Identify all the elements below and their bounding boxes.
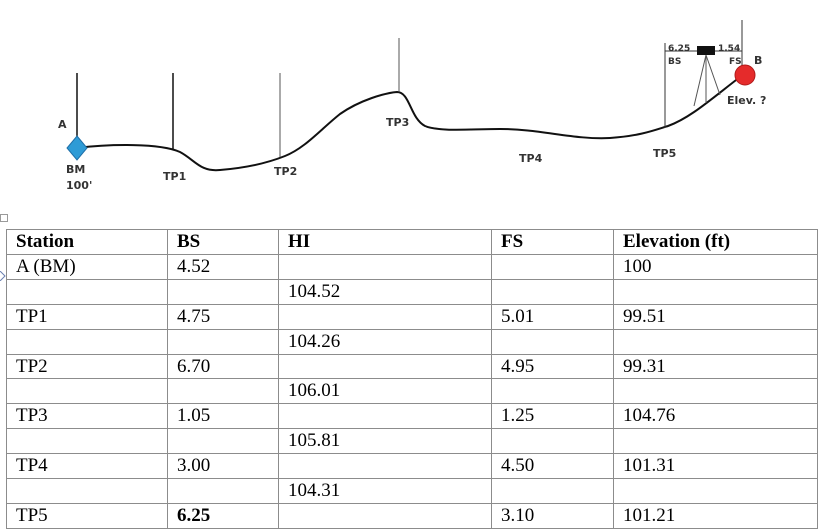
cell-bs	[167, 328, 279, 355]
cell-hi: 106.01	[278, 378, 492, 405]
label-tp5: TP5	[653, 147, 676, 160]
cell-station: TP5	[6, 502, 168, 529]
cell-bs	[167, 478, 279, 504]
tripod-leg-left	[693, 54, 707, 107]
cell-bs	[167, 378, 279, 405]
cell-station	[6, 328, 168, 355]
cell-hi	[278, 502, 492, 529]
cell-station: TP2	[6, 353, 168, 380]
cell-bs	[167, 278, 279, 305]
table-row: 104.31	[6, 478, 818, 504]
table-row: TP5 6.25 3.10 101.21	[6, 502, 818, 529]
cell-fs: 4.50	[491, 453, 614, 480]
leveling-notes-table: Station BS HI FS Elevation (ft) A (BM) 4.…	[6, 229, 818, 529]
cell-elevation: 99.31	[613, 353, 818, 380]
ground-profile-line	[76, 76, 741, 172]
header-bs: BS	[167, 229, 279, 255]
table-row: A (BM) 4.52 100	[6, 254, 818, 280]
label-fs-tag: FS	[729, 57, 742, 67]
table-row: TP1 4.75 5.01 99.51	[6, 303, 818, 330]
cell-fs	[491, 278, 614, 305]
cell-fs: 1.25	[491, 403, 614, 430]
row-insert-marker-icon[interactable]	[0, 271, 6, 281]
cell-fs: 3.10	[491, 502, 614, 529]
benchmark-marker-icon	[66, 135, 88, 161]
cell-elevation: 104.76	[613, 403, 818, 430]
table-row: 104.26	[6, 328, 818, 355]
cell-station: TP4	[6, 453, 168, 480]
cell-hi: 104.31	[278, 478, 492, 504]
cell-fs: 4.95	[491, 353, 614, 380]
cell-elevation: 101.31	[613, 453, 818, 480]
table-row: TP2 6.70 4.95 99.31	[6, 353, 818, 380]
cell-hi: 104.52	[278, 278, 492, 305]
cell-elevation	[613, 428, 818, 455]
cell-station: A (BM)	[6, 254, 168, 280]
header-fs: FS	[491, 229, 614, 255]
label-bs-reading: 6.25	[668, 44, 690, 54]
cell-station	[6, 378, 168, 405]
cell-fs	[491, 328, 614, 355]
cell-elevation	[613, 278, 818, 305]
cell-hi	[278, 453, 492, 480]
cell-bs	[167, 428, 279, 455]
cell-bs: 1.05	[167, 403, 279, 430]
label-tp1: TP1	[163, 170, 186, 183]
cell-bs: 6.70	[167, 353, 279, 380]
cell-elevation	[613, 478, 818, 504]
cell-fs	[491, 478, 614, 504]
cell-bs: 3.00	[167, 453, 279, 480]
table-header-row: Station BS HI FS Elevation (ft)	[6, 229, 818, 255]
cell-fs	[491, 428, 614, 455]
table-row: 106.01	[6, 378, 818, 405]
header-station: Station	[6, 229, 168, 255]
cell-station	[6, 428, 168, 455]
label-station-b: B	[754, 54, 762, 67]
cell-fs	[491, 254, 614, 280]
cell-station: TP3	[6, 403, 168, 430]
label-bm-elevation: 100'	[66, 179, 92, 192]
label-fs-reading: 1.54	[718, 44, 740, 54]
cell-hi	[278, 403, 492, 430]
table-row: TP4 3.00 4.50 101.31	[6, 453, 818, 480]
cell-bs: 6.25	[167, 502, 279, 529]
cell-fs: 5.01	[491, 303, 614, 330]
table-row: 104.52	[6, 278, 818, 305]
cell-elevation: 99.51	[613, 303, 818, 330]
label-station-a: A	[58, 118, 67, 131]
label-bm: BM	[66, 163, 85, 176]
cell-elevation: 100	[613, 254, 818, 280]
label-tp3: TP3	[386, 116, 409, 129]
cell-elevation	[613, 328, 818, 355]
label-bs-tag: BS	[668, 57, 681, 67]
cell-hi: 104.26	[278, 328, 492, 355]
cell-bs: 4.75	[167, 303, 279, 330]
level-instrument-icon	[697, 46, 715, 55]
tripod-leg-right	[705, 54, 721, 96]
table-row: 105.81	[6, 428, 818, 455]
cell-hi	[278, 353, 492, 380]
label-tp2: TP2	[274, 165, 297, 178]
label-elevation-unknown: Elev. ?	[727, 94, 766, 107]
leveling-profile-diagram: A BM 100' TP1 TP2 TP3 TP4 TP5 B Elev. ? …	[58, 20, 766, 192]
cell-hi	[278, 303, 492, 330]
cell-elevation: 101.21	[613, 502, 818, 529]
cell-station	[6, 278, 168, 305]
cell-hi: 105.81	[278, 428, 492, 455]
label-tp4: TP4	[519, 152, 543, 165]
cell-hi	[278, 254, 492, 280]
table-move-handle[interactable]	[0, 214, 8, 222]
cell-fs	[491, 378, 614, 405]
cell-station	[6, 478, 168, 504]
cell-elevation	[613, 378, 818, 405]
station-b-marker-icon	[734, 64, 756, 86]
cell-bs: 4.52	[167, 254, 279, 280]
header-hi: HI	[278, 229, 492, 255]
table-row: TP3 1.05 1.25 104.76	[6, 403, 818, 430]
cell-station: TP1	[6, 303, 168, 330]
header-elevation: Elevation (ft)	[613, 229, 818, 255]
